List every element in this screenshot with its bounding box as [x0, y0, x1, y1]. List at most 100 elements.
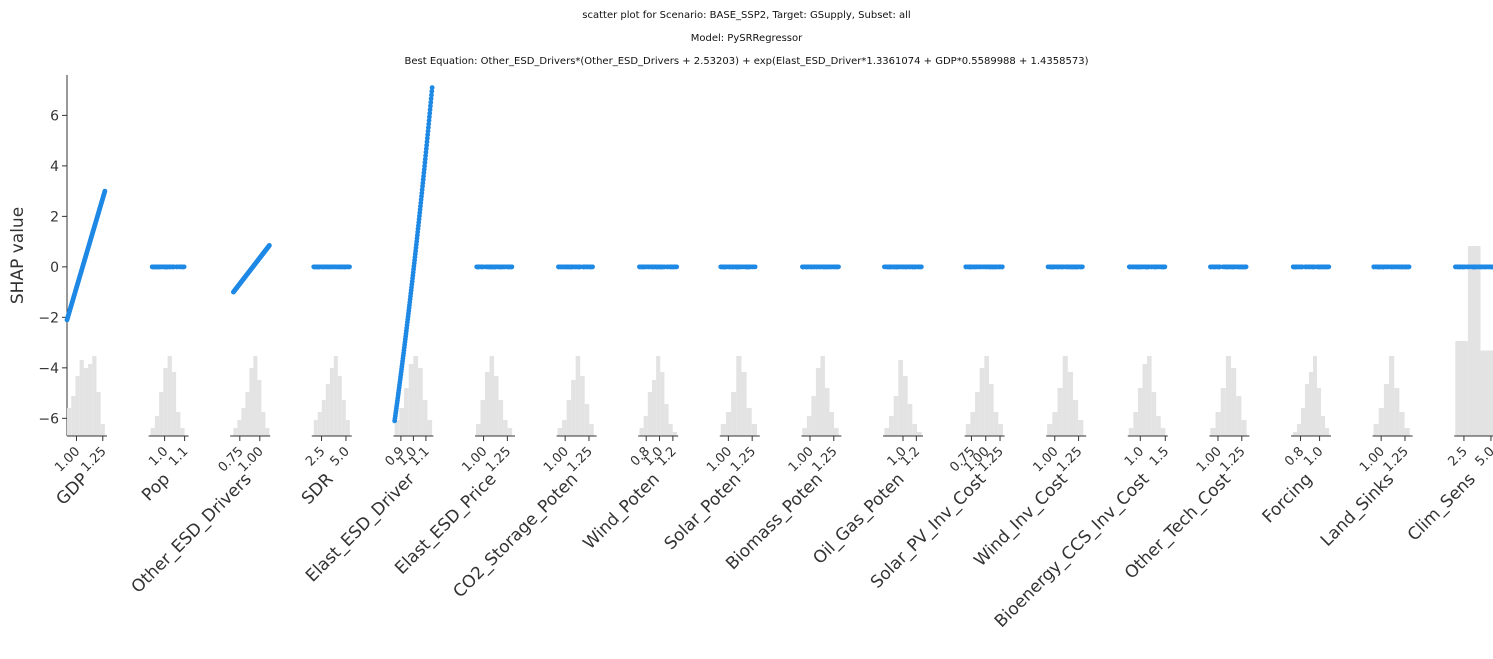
scatter-point [429, 92, 434, 98]
histogram-bar [341, 400, 346, 436]
histogram-bar [1394, 388, 1400, 436]
scatter-point [492, 264, 497, 270]
histogram-bar [1325, 428, 1330, 436]
scatter-point [1396, 264, 1402, 270]
histogram-bar [67, 408, 72, 436]
histogram-bar [824, 388, 830, 436]
histogram-bar [404, 388, 409, 436]
y-axis-label: SHAP value [8, 207, 28, 304]
histogram-bar [1133, 412, 1138, 436]
histogram-bar [725, 412, 732, 436]
scatter-point [423, 146, 429, 152]
histogram-bar [1057, 388, 1063, 436]
y-tick-label: 2 [50, 209, 59, 225]
scatter-point [671, 264, 677, 270]
scatter-point [721, 264, 727, 270]
histogram-bar [475, 424, 481, 436]
histogram-bar [589, 424, 594, 436]
histogram-bar [884, 428, 889, 436]
scatter-point [1473, 264, 1479, 270]
histogram-bar [580, 376, 585, 436]
histogram-bar [1160, 428, 1166, 436]
scatter-point [508, 264, 514, 270]
histogram-bar [337, 376, 342, 436]
histogram-bar [1220, 388, 1226, 436]
feature-label: Wind_Poten [579, 469, 663, 553]
x-tick-label: 1.0 [1122, 444, 1147, 469]
scatter-point [311, 264, 317, 270]
x-tick-label: 1.25 [1054, 444, 1085, 475]
x-tick-label: 1.25 [1218, 444, 1249, 475]
scatter-point [1390, 264, 1395, 270]
histogram-bar [1404, 428, 1410, 436]
histogram-bar [325, 384, 330, 436]
scatter-point [897, 264, 902, 270]
histogram-bar [176, 412, 181, 436]
scatter-point [429, 85, 435, 91]
histogram-bar [741, 372, 747, 436]
scatter-point [804, 264, 810, 270]
histogram-bar [575, 356, 581, 436]
histogram-bar [408, 364, 414, 436]
scatter-point [1312, 264, 1317, 270]
scatter-point [176, 264, 182, 270]
histogram-bar [651, 380, 657, 436]
histogram-bar [1304, 384, 1309, 436]
scatter-point [665, 264, 670, 270]
histogram-bar [668, 424, 673, 436]
histogram-bar [731, 392, 737, 436]
x-tick-label: 1.25 [79, 444, 110, 475]
scatter-point [156, 264, 162, 270]
histogram-bar [811, 396, 816, 436]
histogram-bar [159, 392, 164, 436]
scatter-point [1376, 264, 1382, 270]
histogram-bar [1128, 428, 1134, 436]
histogram-bar [720, 424, 726, 436]
histogram-bar [317, 412, 322, 436]
histogram-bar [1241, 420, 1247, 436]
histogram-bar [245, 392, 250, 436]
histogram-bar [413, 356, 419, 436]
histogram-bar [257, 380, 262, 436]
x-tick-label: 2.5 [1446, 444, 1471, 469]
scatter-point [1152, 264, 1158, 270]
histogram-bar [647, 392, 652, 436]
histogram-bar [1210, 428, 1216, 436]
x-tick-label: 1.0 [1301, 444, 1326, 469]
histogram-bar [1378, 408, 1384, 436]
scatter-point [1078, 264, 1084, 270]
histogram-bar [1373, 424, 1379, 436]
scatter-point [1230, 264, 1236, 270]
x-tick-label: 1.25 [1381, 444, 1412, 475]
y-tick-label: −6 [38, 411, 59, 427]
histogram-bar [965, 424, 971, 436]
scatter-point [180, 264, 186, 270]
scatter-point [427, 107, 433, 113]
scatter-point [827, 264, 833, 270]
histogram-bar [503, 420, 508, 436]
histogram-bar [507, 428, 513, 436]
scatter-point [163, 264, 168, 270]
histogram-bar [394, 420, 400, 436]
scatter-point [1050, 264, 1056, 270]
x-tick-label: 5.0 [1473, 444, 1493, 469]
y-tick-label: −4 [38, 361, 59, 377]
histogram-bar [656, 356, 661, 436]
histogram-bar [261, 412, 266, 436]
scatter-point [1133, 264, 1139, 270]
histogram-bar [422, 400, 428, 436]
x-tick-label: 1.25 [728, 444, 759, 475]
histogram-bar [1313, 356, 1318, 436]
scatter-point [1224, 264, 1230, 270]
scatter-point [1307, 264, 1313, 270]
scatter-point [901, 264, 907, 270]
histogram-bar [898, 360, 903, 436]
histogram-bar [806, 416, 812, 436]
scatter-point [322, 264, 327, 270]
